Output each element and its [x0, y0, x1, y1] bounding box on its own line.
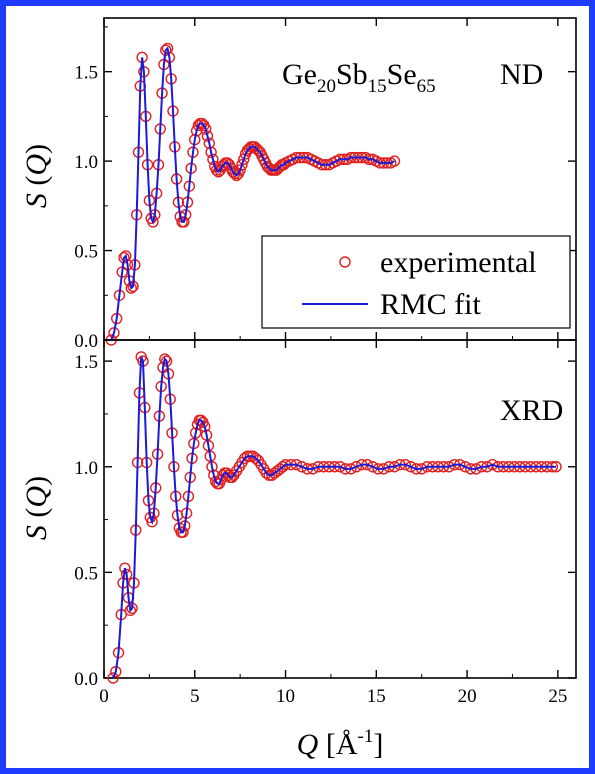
data-point-experimental — [486, 458, 499, 471]
data-point-experimental — [405, 461, 417, 473]
method-label-nd: ND — [500, 58, 543, 91]
legend: experimental RMC fit — [261, 235, 571, 329]
legend-label-experimental: experimental — [380, 246, 537, 279]
legend-marker-experimental — [339, 256, 351, 268]
x-axis-label: Q [Å-1] — [297, 726, 384, 761]
legend-box — [261, 235, 571, 329]
y-tick-label: 1.0 — [74, 458, 98, 479]
data-point-experimental — [147, 216, 159, 228]
data-point-experimental — [260, 467, 273, 479]
data-point-experimental — [201, 130, 214, 142]
panel-top-nd: 0.0 0.5 1.0 1.5 Ge20Sb15Se65 ND S (Q) exper… — [20, 17, 577, 352]
data-point-experimental — [125, 282, 137, 294]
y-tick-label: 1.5 — [74, 352, 98, 373]
data-point-experimental — [238, 452, 251, 464]
series-line-rmc-fit — [110, 46, 395, 341]
data-point-experimental — [227, 166, 239, 178]
ticks-bottom: 0.0 0.5 1.0 1.5 0 5 10 15 20 25 — [74, 340, 576, 707]
y-tick-label: 1.0 — [74, 152, 98, 173]
y-axis-label-bottom: S (Q) — [20, 476, 53, 540]
series-line-rmc-fit — [112, 356, 556, 679]
x-tick-label: 10 — [276, 686, 295, 707]
data-point-experimental — [366, 461, 379, 473]
x-tick-label: 15 — [367, 686, 386, 707]
legend-label-fit: RMC fit — [380, 288, 482, 321]
plot-area-bottom — [103, 339, 577, 679]
y-axis-label-top: S (Q) — [20, 144, 53, 208]
data-point-experimental — [159, 353, 171, 365]
sample-label: Ge20Sb15Se65 — [282, 58, 436, 97]
data-point-experimental — [236, 158, 248, 171]
data-point-experimental — [459, 461, 471, 473]
data-point-experimental — [199, 420, 211, 433]
panel-bottom-xrd: 0.0 0.5 1.0 1.5 0 5 10 15 20 25 XRD S (Q) Q [Å-1] — [20, 339, 577, 761]
data-point-experimental — [177, 526, 189, 538]
series-top — [105, 42, 401, 346]
x-tick-label: 5 — [190, 686, 200, 707]
data-point-experimental — [277, 461, 289, 473]
x-tick-label: 0 — [99, 686, 109, 707]
y-tick-label: 0.0 — [74, 669, 98, 690]
data-point-experimental — [107, 672, 119, 684]
series-bottom — [107, 351, 562, 684]
y-tick-label: 1.5 — [74, 63, 98, 84]
y-tick-label: 0.5 — [74, 563, 98, 584]
data-point-experimental — [199, 123, 212, 135]
data-point-experimental — [178, 216, 190, 228]
data-point-experimental — [296, 461, 308, 473]
data-point-experimental — [195, 414, 207, 426]
data-point-experimental — [146, 515, 158, 528]
data-point-experimental — [207, 153, 219, 166]
data-point-experimental — [388, 155, 401, 167]
method-label-xrd: XRD — [500, 394, 563, 427]
x-tick-label: 20 — [458, 686, 477, 707]
data-point-experimental — [234, 164, 246, 176]
x-tick-label: 25 — [548, 686, 567, 707]
y-tick-label: 0.0 — [74, 331, 98, 352]
data-point-experimental — [350, 461, 363, 473]
data-point-experimental — [250, 142, 263, 155]
y-tick-label: 0.5 — [74, 242, 98, 263]
